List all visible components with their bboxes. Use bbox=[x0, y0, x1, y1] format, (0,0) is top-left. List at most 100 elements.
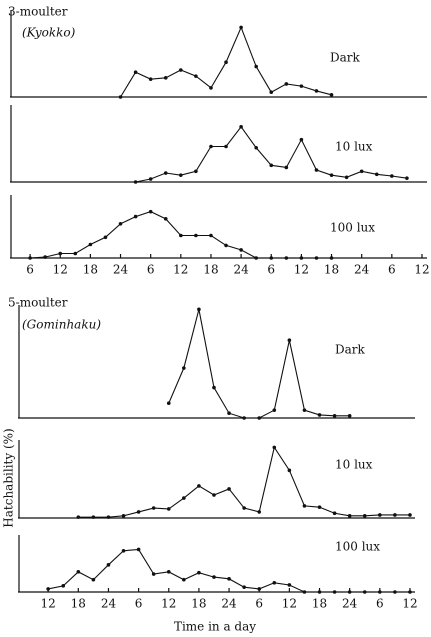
data-point bbox=[179, 68, 183, 72]
data-point bbox=[91, 515, 96, 519]
data-point bbox=[121, 548, 126, 553]
data-point bbox=[269, 256, 274, 260]
data-point bbox=[148, 177, 153, 181]
data-point bbox=[299, 256, 304, 260]
data-point bbox=[269, 163, 274, 168]
data-point bbox=[254, 145, 258, 150]
data-point bbox=[148, 209, 153, 214]
data-point bbox=[212, 493, 216, 497]
data-point bbox=[239, 248, 243, 252]
data-point bbox=[242, 416, 246, 420]
data-point bbox=[317, 413, 322, 417]
data-point bbox=[347, 414, 352, 418]
data-point bbox=[408, 513, 412, 517]
x-tick-label: 6 bbox=[147, 263, 155, 277]
x-tick-label: 24 bbox=[221, 597, 237, 611]
data-line bbox=[48, 548, 410, 593]
x-axis-label: Time in a day bbox=[174, 620, 256, 634]
data-line bbox=[135, 125, 407, 183]
data-point bbox=[148, 77, 153, 81]
x-tick-label: 18 bbox=[324, 263, 339, 277]
data-point bbox=[182, 496, 186, 500]
data-point bbox=[239, 125, 243, 129]
data-point bbox=[103, 235, 108, 240]
data-point bbox=[209, 86, 213, 90]
data-point bbox=[88, 242, 93, 247]
data-point bbox=[212, 575, 216, 579]
data-point bbox=[287, 468, 292, 473]
data-point bbox=[302, 408, 307, 412]
data-point bbox=[166, 570, 171, 574]
data-point bbox=[242, 506, 246, 510]
data-point bbox=[43, 255, 47, 259]
data-point bbox=[133, 70, 138, 75]
panel-label: 10 lux bbox=[335, 140, 373, 154]
data-point bbox=[136, 547, 141, 552]
data-point bbox=[317, 590, 322, 594]
data-point bbox=[227, 577, 231, 581]
data-point bbox=[405, 176, 409, 180]
data-point bbox=[163, 76, 168, 80]
data-point bbox=[299, 137, 304, 142]
data-point bbox=[284, 256, 289, 260]
x-tick-label: 24 bbox=[342, 597, 358, 611]
x-tick-label: 12 bbox=[414, 263, 429, 277]
group-title: 3-moulter bbox=[8, 5, 68, 19]
data-point bbox=[76, 515, 81, 519]
data-point bbox=[212, 385, 216, 390]
data-point bbox=[209, 233, 213, 238]
x-tick-label: 18 bbox=[191, 597, 206, 611]
x-tick-label: 24 bbox=[101, 597, 117, 611]
data-point bbox=[118, 222, 123, 226]
data-point bbox=[194, 169, 198, 174]
data-point bbox=[332, 590, 337, 594]
x-tick-label: 18 bbox=[83, 263, 98, 277]
data-point bbox=[257, 416, 262, 420]
data-point bbox=[179, 173, 183, 177]
x-tick-label: 6 bbox=[135, 597, 143, 611]
data-point bbox=[28, 256, 32, 260]
data-point bbox=[314, 168, 319, 172]
data-point bbox=[133, 180, 138, 184]
data-point bbox=[272, 408, 277, 412]
x-tick-label: 6 bbox=[388, 263, 396, 277]
data-point bbox=[393, 590, 397, 594]
data-point bbox=[197, 484, 201, 488]
y-axis-label: Hatchability (%) bbox=[2, 428, 16, 527]
data-point bbox=[359, 169, 364, 174]
data-point bbox=[408, 590, 412, 594]
x-tick-label: 24 bbox=[354, 263, 370, 277]
data-point bbox=[287, 338, 292, 343]
data-point bbox=[317, 505, 322, 509]
data-point bbox=[163, 217, 168, 221]
data-point bbox=[332, 511, 337, 516]
x-tick-label: 6 bbox=[255, 597, 263, 611]
x-tick-label: 12 bbox=[161, 597, 176, 611]
data-point bbox=[166, 507, 171, 511]
x-tick-label: 18 bbox=[312, 597, 327, 611]
data-point bbox=[284, 165, 289, 170]
data-point bbox=[344, 175, 349, 180]
data-point bbox=[302, 504, 307, 508]
data-point bbox=[133, 214, 138, 219]
data-point bbox=[242, 585, 246, 589]
data-point bbox=[46, 587, 50, 591]
data-point bbox=[272, 445, 277, 450]
data-point bbox=[362, 590, 367, 594]
data-point bbox=[347, 590, 352, 594]
data-point bbox=[151, 572, 156, 576]
data-point bbox=[329, 93, 334, 97]
data-point bbox=[73, 251, 78, 256]
panel-label: 100 lux bbox=[330, 221, 375, 235]
data-point bbox=[393, 513, 397, 517]
data-point bbox=[224, 243, 228, 248]
x-tick-label: 6 bbox=[26, 263, 34, 277]
x-tick-label: 12 bbox=[41, 597, 56, 611]
data-point bbox=[390, 174, 394, 178]
x-tick-label: 12 bbox=[294, 263, 309, 277]
data-point bbox=[209, 144, 213, 149]
data-point bbox=[58, 251, 63, 256]
data-point bbox=[302, 590, 307, 594]
data-point bbox=[378, 513, 382, 517]
group-subtitle: (Kyokko) bbox=[22, 26, 76, 40]
